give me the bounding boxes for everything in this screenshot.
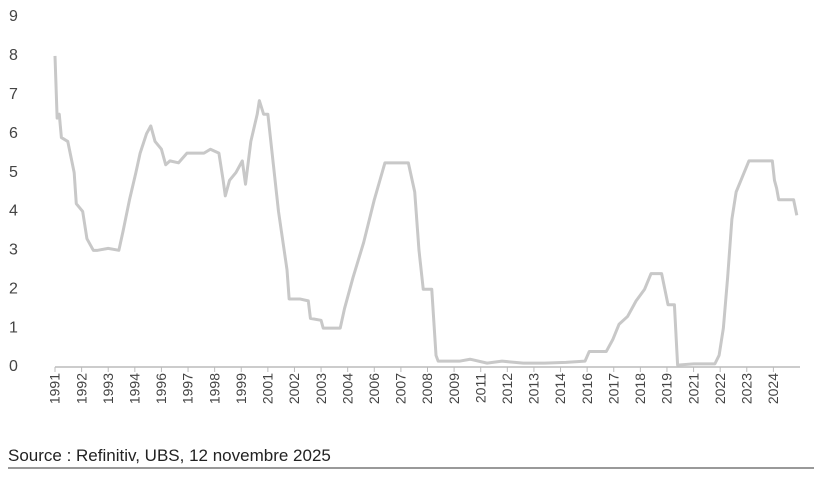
y-tick-label: 2 (9, 280, 18, 297)
x-tick-label: 1992 (73, 373, 89, 404)
x-tick-label: 2013 (526, 373, 542, 404)
x-tick-label: 1991 (47, 373, 63, 404)
y-tick-label: 7 (9, 86, 18, 103)
x-tick-label: 1996 (153, 373, 169, 404)
x-tick-label: 2006 (366, 373, 382, 404)
x-tick-label: 2007 (393, 373, 409, 404)
x-tick-label: 1997 (180, 373, 196, 404)
y-tick-label: 4 (9, 203, 18, 220)
y-tick-label: 0 (9, 358, 18, 375)
y-tick-label: 1 (9, 319, 18, 336)
rate-line (53, 55, 799, 367)
x-tick-label: 2004 (339, 373, 355, 404)
x-tick-label: 2022 (712, 373, 728, 404)
x-tick-label: 1998 (206, 373, 222, 404)
x-tick-label: 2003 (313, 373, 329, 404)
y-tick-label: 9 (9, 8, 18, 25)
source-note: Source : Refinitiv, UBS, 12 novembre 202… (8, 446, 331, 465)
x-tick-label: 2014 (552, 373, 568, 404)
x-tick-label: 2017 (605, 373, 621, 404)
x-tick-label: 1993 (100, 373, 116, 404)
x-tick-label: 2001 (260, 373, 276, 404)
x-tick-label: 2023 (738, 373, 754, 404)
y-tick-label: 3 (9, 242, 18, 259)
x-tick-label: 2016 (579, 373, 595, 404)
x-tick-label: 2018 (632, 373, 648, 404)
x-tick-label: 2009 (446, 373, 462, 404)
y-tick-label: 5 (9, 164, 18, 181)
x-tick-label: 2019 (659, 373, 675, 404)
y-tick-label: 6 (9, 125, 18, 142)
x-tick-label: 2021 (685, 373, 701, 404)
x-tick-label: 2024 (765, 373, 781, 404)
x-tick-label: 2012 (499, 373, 515, 404)
x-tick-label: 2008 (419, 373, 435, 404)
x-tick-label: 2002 (286, 373, 302, 404)
x-tick-label: 1999 (233, 373, 249, 404)
y-tick-label: 8 (9, 47, 18, 64)
x-tick-label: 2011 (472, 373, 488, 403)
x-tick-label: 1994 (127, 373, 143, 404)
